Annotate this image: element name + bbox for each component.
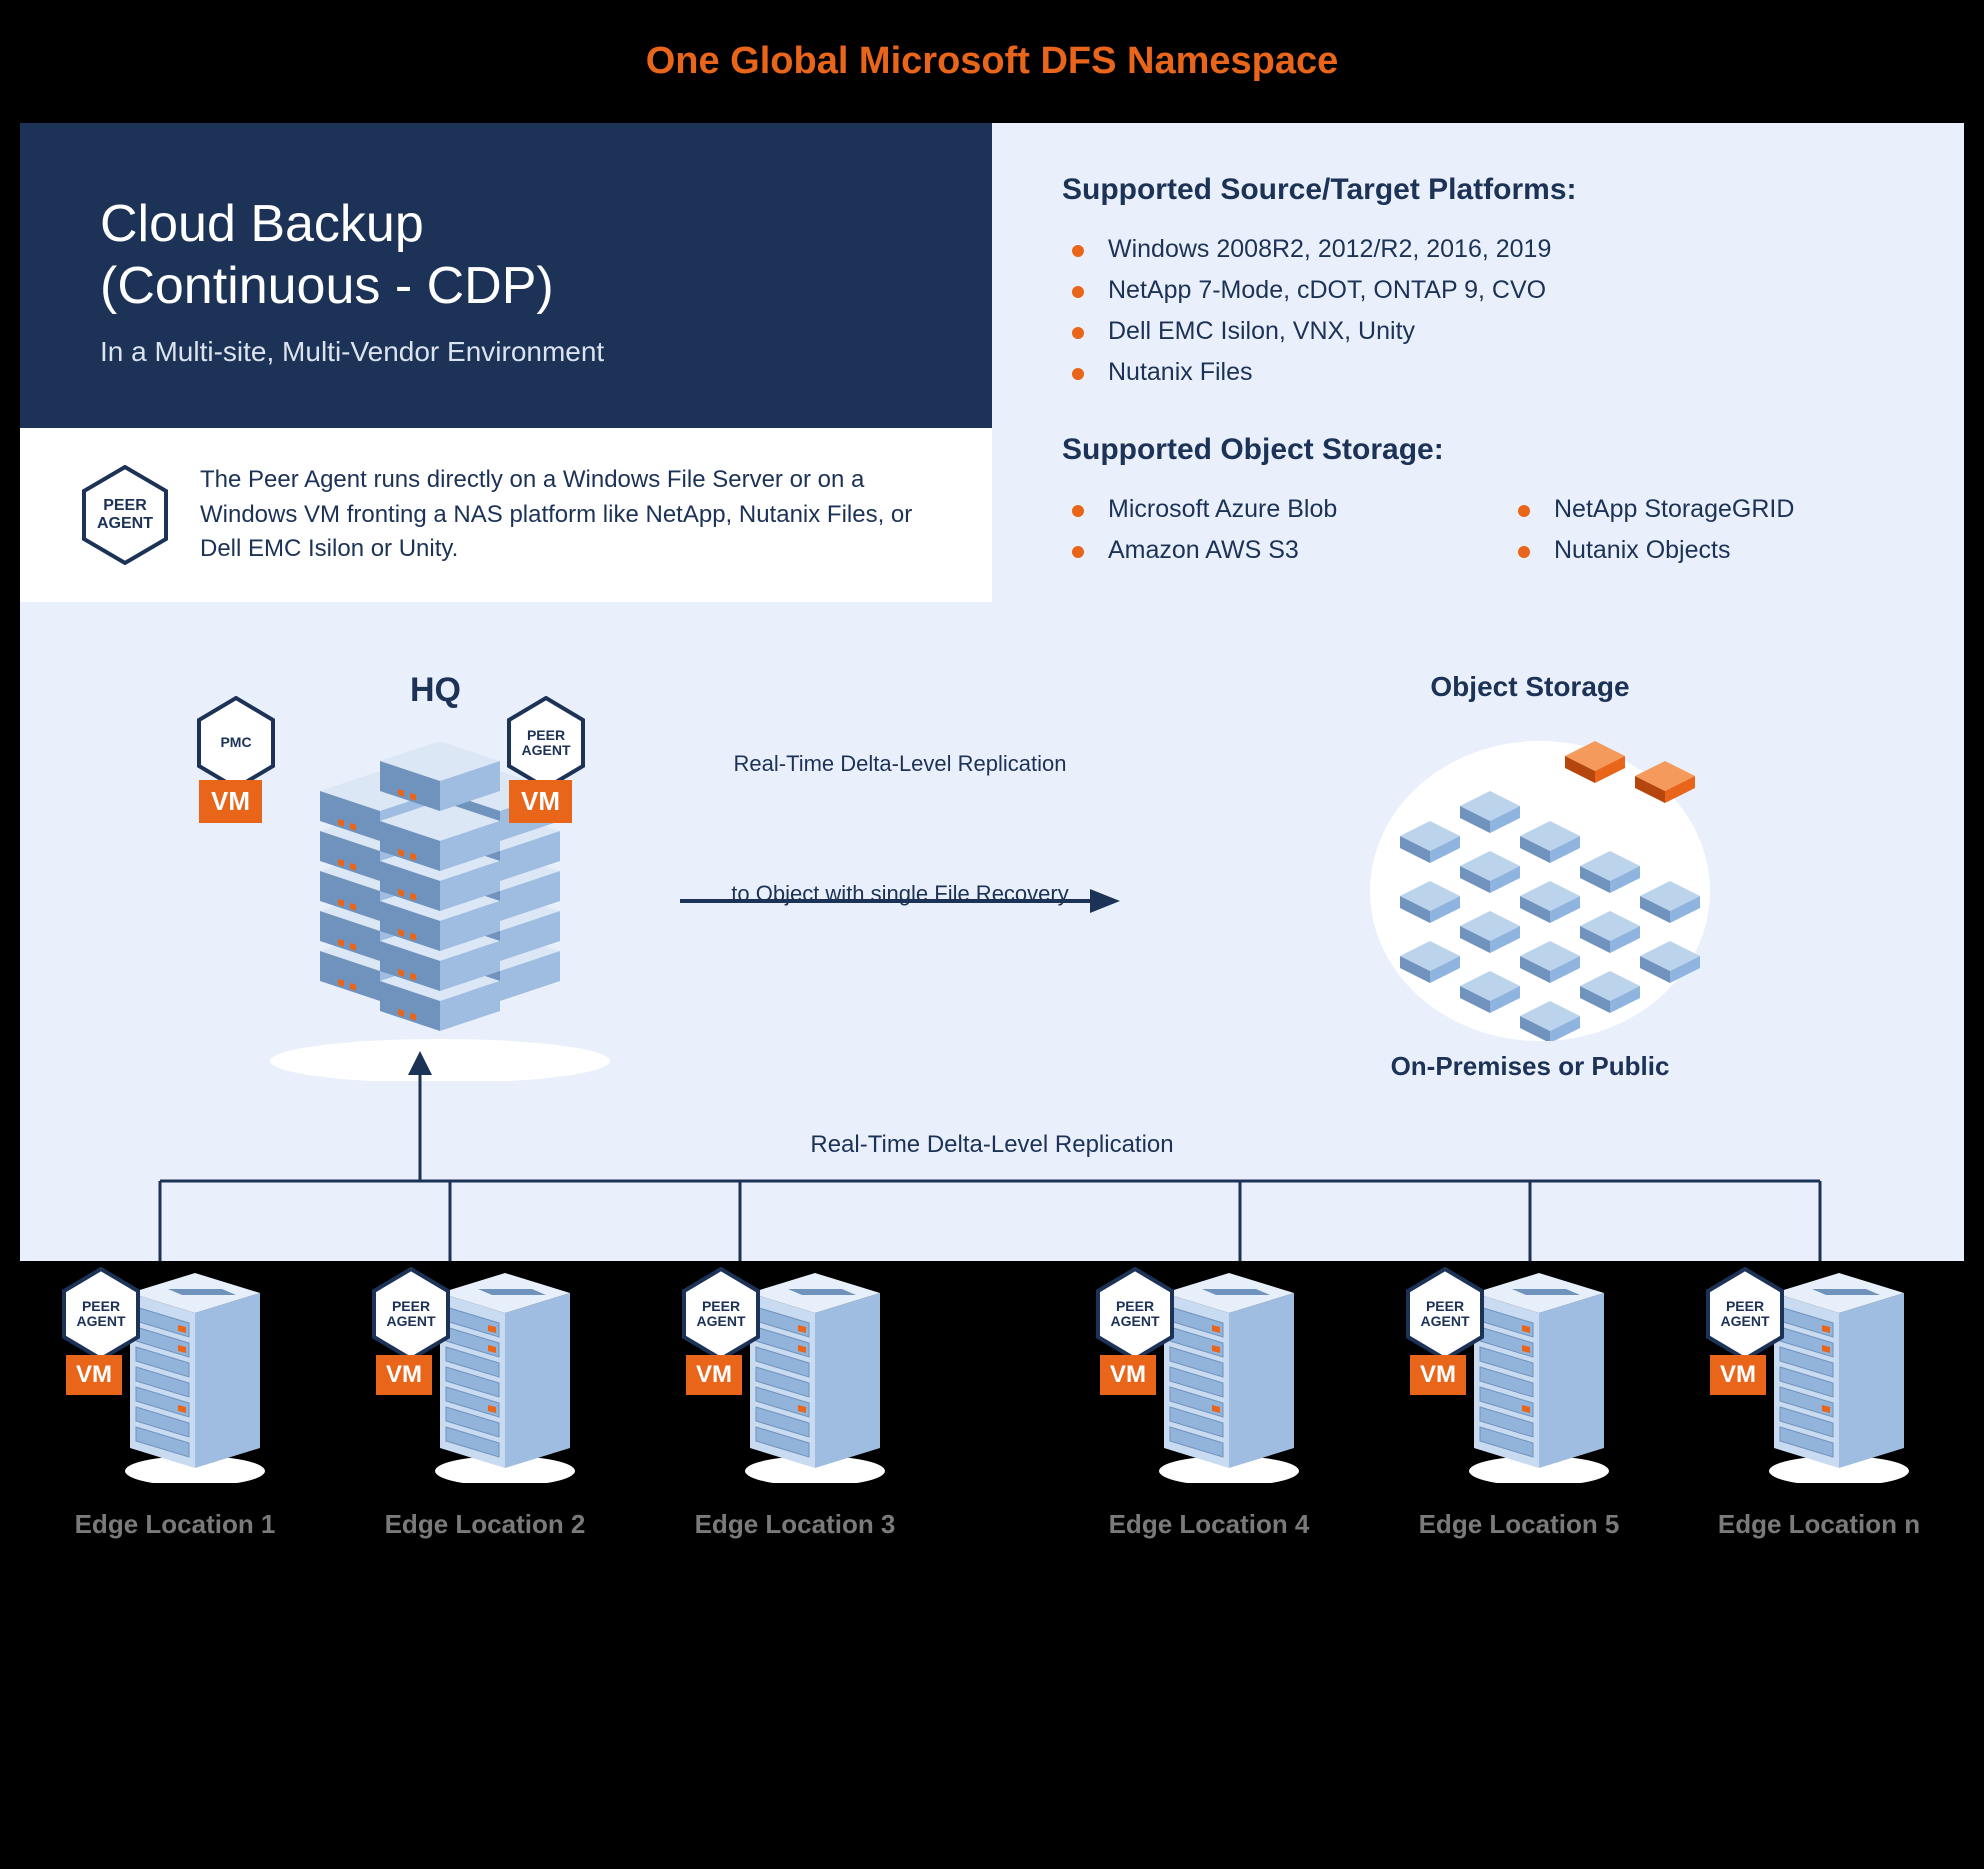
edge-location: PEERAGENT VM Edge Location 4 (1064, 1261, 1354, 1540)
peer-agent-badge: PEERAGENT (60, 1267, 142, 1361)
agent-description-text: The Peer Agent runs directly on a Window… (200, 463, 957, 567)
vm-tag: VM (1410, 1355, 1466, 1395)
hq-server-stack-icon (230, 721, 650, 1081)
edge-visual: PEERAGENT VM (370, 1261, 600, 1491)
vm-tag: VM (376, 1355, 432, 1395)
server-icon (1764, 1273, 1914, 1483)
right-column: Supported Source/Target Platforms: Windo… (992, 123, 1964, 651)
object-storage-lists: Microsoft Azure Blob Amazon AWS S3 NetAp… (1062, 489, 1894, 611)
replication-bus-label: Real-Time Delta-Level Replication (20, 1131, 1964, 1159)
server-icon (430, 1273, 580, 1483)
object-storage-icon (1340, 721, 1720, 1041)
list-item: Dell EMC Isilon, VNX, Unity (1062, 311, 1894, 352)
edge-label: Edge Location 5 (1419, 1509, 1620, 1540)
vm-tag: VM (509, 780, 572, 823)
vm-tag: VM (199, 780, 262, 823)
vm-tag: VM (66, 1355, 122, 1395)
pmc-badge: PMC (195, 696, 277, 790)
arrow-label-top: Real-Time Delta-Level Replication (710, 751, 1090, 777)
edge-visual: PEERAGENT VM (60, 1261, 290, 1491)
edge-visual: PEERAGENT VM (1094, 1261, 1324, 1491)
peer-agent-badge: PEERAGENT (1404, 1267, 1486, 1361)
object-storage-left: Microsoft Azure Blob Amazon AWS S3 (1062, 489, 1448, 571)
object-storage-heading: Supported Object Storage: (1062, 433, 1894, 467)
peer-agent-badge: PEERAGENT (1704, 1267, 1786, 1361)
hero-title: Cloud Backup (Continuous - CDP) (100, 193, 912, 318)
edge-location: PEERAGENT VM Edge Location 3 (650, 1261, 940, 1540)
peer-agent-badge-text: PEERAGENT (522, 728, 571, 759)
vm-tag: VM (1710, 1355, 1766, 1395)
server-icon (1154, 1273, 1304, 1483)
hero-subtitle: In a Multi-site, Multi-Vendor Environmen… (100, 336, 912, 368)
edge-location: PEERAGENT VM Edge Location 5 (1374, 1261, 1664, 1540)
edge-location: PEERAGENT VM Edge Location n (1684, 1261, 1954, 1540)
page-title: One Global Microsoft DFS Namespace (20, 40, 1964, 83)
edge-visual: PEERAGENT VM (1704, 1261, 1934, 1491)
edge-label: Edge Location 1 (75, 1509, 276, 1540)
peer-agent-badge: PEERAGENT (1094, 1267, 1176, 1361)
main-card: Cloud Backup (Continuous - CDP) In a Mul… (20, 123, 1964, 1261)
pmc-badge-text: PMC (220, 735, 251, 750)
server-icon (1464, 1273, 1614, 1483)
hq-label: HQ (410, 671, 461, 710)
peer-agent-badge: PEERAGENT (80, 465, 170, 565)
edge-location: PEERAGENT VM Edge Location 1 (30, 1261, 320, 1540)
list-item: NetApp 7-Mode, cDOT, ONTAP 9, CVO (1062, 270, 1894, 311)
platforms-heading: Supported Source/Target Platforms: (1062, 173, 1894, 207)
edge-group-left: PEERAGENT VM Edge Location 1 PEERAGENT V… (30, 1261, 940, 1540)
edge-label: Edge Location 4 (1109, 1509, 1310, 1540)
edge-locations-row: PEERAGENT VM Edge Location 1 PEERAGENT V… (20, 1261, 1964, 1540)
arrow-label-bottom: to Object with single File Recovery (710, 881, 1090, 907)
edge-location: PEERAGENT VM Edge Location 2 (340, 1261, 630, 1540)
peer-agent-badge: PEERAGENT (680, 1267, 762, 1361)
left-column: Cloud Backup (Continuous - CDP) In a Mul… (20, 123, 992, 651)
hq-agent-badge-group: PEERAGENT VM (505, 696, 587, 790)
edge-label: Edge Location 3 (695, 1509, 896, 1540)
vm-tag: VM (686, 1355, 742, 1395)
architecture-diagram: HQ PMC (20, 651, 1964, 1261)
peer-agent-badge: PEERAGENT (370, 1267, 452, 1361)
vm-tag: VM (1100, 1355, 1156, 1395)
list-item: Windows 2008R2, 2012/R2, 2016, 2019 (1062, 229, 1894, 270)
edge-label: Edge Location n (1718, 1509, 1920, 1540)
list-item: Nutanix Objects (1508, 530, 1894, 571)
peer-agent-badge-text: PEERAGENT (97, 497, 153, 532)
hq-pmc-badge-group: PMC VM (195, 696, 277, 790)
edge-visual: PEERAGENT VM (680, 1261, 910, 1491)
list-item: Amazon AWS S3 (1062, 530, 1448, 571)
peer-agent-badge: PEERAGENT (505, 696, 587, 790)
edge-label: Edge Location 2 (385, 1509, 586, 1540)
object-storage-title: Object Storage (1310, 671, 1750, 703)
hero-title-line1: Cloud Backup (100, 195, 424, 253)
list-item: Microsoft Azure Blob (1062, 489, 1448, 530)
list-item: Nutanix Files (1062, 352, 1894, 393)
list-item: NetApp StorageGRID (1508, 489, 1894, 530)
top-row: Cloud Backup (Continuous - CDP) In a Mul… (20, 123, 1964, 651)
edge-group-right: PEERAGENT VM Edge Location 4 PEERAGENT V… (1064, 1261, 1954, 1540)
server-icon (120, 1273, 270, 1483)
platforms-list: Windows 2008R2, 2012/R2, 2016, 2019 NetA… (1062, 229, 1894, 393)
edge-visual: PEERAGENT VM (1404, 1261, 1634, 1491)
agent-description-row: PEERAGENT The Peer Agent runs directly o… (20, 428, 992, 602)
hero-panel: Cloud Backup (Continuous - CDP) In a Mul… (20, 123, 992, 428)
server-icon (740, 1273, 890, 1483)
object-storage-right: NetApp StorageGRID Nutanix Objects (1508, 489, 1894, 571)
hero-title-line2: (Continuous - CDP) (100, 257, 554, 315)
